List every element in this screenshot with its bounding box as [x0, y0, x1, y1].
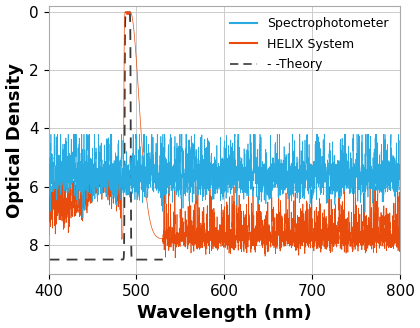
X-axis label: Wavelength (nm): Wavelength (nm): [137, 304, 312, 322]
Y-axis label: Optical Density: Optical Density: [5, 63, 24, 217]
Legend: Spectrophotometer, HELIX System, - -Theory: Spectrophotometer, HELIX System, - -Theo…: [225, 12, 394, 76]
